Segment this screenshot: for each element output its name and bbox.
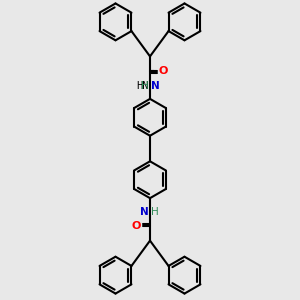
- Text: H: H: [151, 206, 159, 217]
- Text: O: O: [132, 221, 141, 231]
- Text: HN: HN: [136, 80, 148, 91]
- Text: N: N: [140, 206, 149, 217]
- Text: H: H: [141, 80, 149, 91]
- Text: N: N: [151, 80, 160, 91]
- Text: O: O: [159, 66, 168, 76]
